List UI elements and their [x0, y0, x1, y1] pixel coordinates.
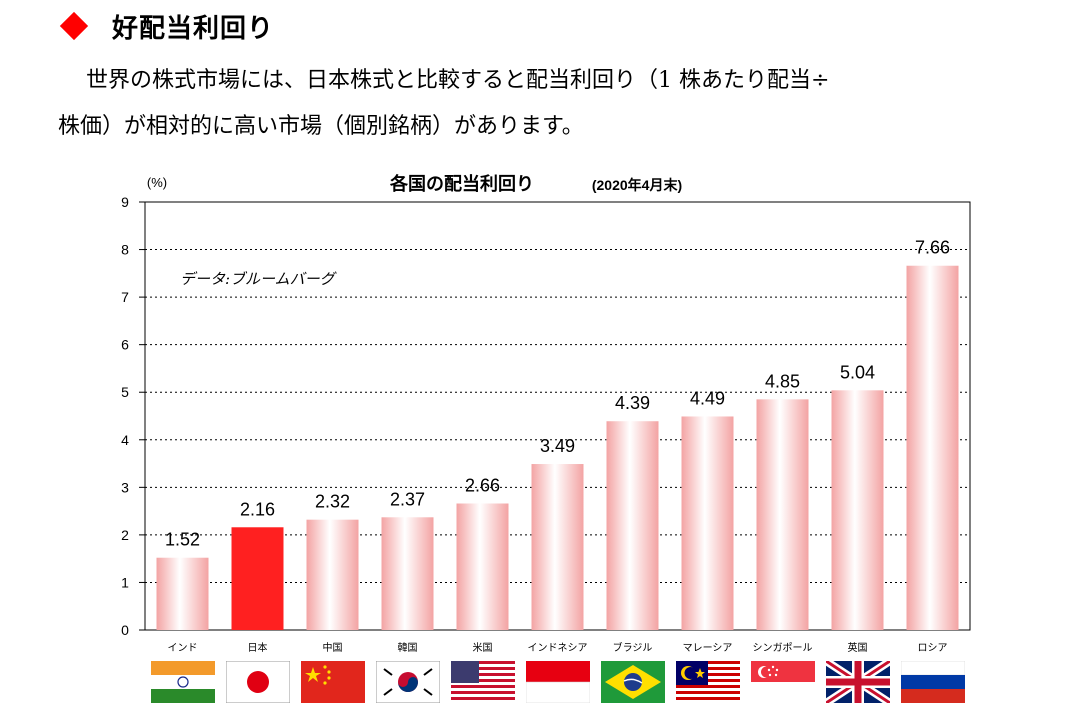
category-label: 韓国 [398, 642, 418, 654]
indonesia-flag-icon [525, 661, 590, 703]
bar-value-label: 5.04 [840, 362, 875, 382]
y-tick-label: 5 [121, 384, 129, 400]
bar [531, 464, 584, 630]
bar-value-label: 4.39 [615, 393, 650, 413]
y-tick-label: 7 [121, 289, 129, 305]
section-heading: 好配当利回り [59, 4, 275, 48]
bar-value-label: 7.66 [915, 238, 950, 258]
bar-value-label: 4.49 [690, 388, 725, 408]
y-tick-label: 9 [121, 194, 129, 210]
bar [456, 503, 509, 630]
intro-paragraph: 世界の株式市場には、日本株式と比較すると配当利回り（1 株あたり配当÷ 株価）が… [58, 58, 1068, 150]
china-flag-icon [300, 661, 365, 703]
uk-flag-icon [825, 661, 890, 703]
brazil-flag-icon [600, 661, 665, 703]
bar-value-label: 2.32 [315, 492, 350, 512]
intro-line-1: 世界の株式市場には、日本株式と比較すると配当利回り（1 株あたり配当÷ [86, 68, 830, 93]
bar [156, 557, 209, 630]
usa-flag-icon [450, 661, 515, 703]
bar-value-label: 4.85 [765, 371, 800, 391]
category-label: 日本 [248, 641, 268, 654]
bar [831, 390, 884, 630]
y-axis-label: (%) [147, 175, 167, 190]
bar [231, 527, 284, 630]
y-tick-label: 8 [121, 242, 129, 258]
y-tick-label: 3 [121, 479, 129, 495]
malaysia-flag-icon [675, 661, 740, 703]
category-label: インド [168, 643, 198, 654]
category-label: シンガポール [753, 642, 813, 654]
source-annotation: データ:ブルームバーグ [180, 270, 338, 288]
y-tick-label: 2 [121, 527, 129, 543]
bar-value-label: 3.49 [540, 436, 575, 456]
category-label: 米国 [473, 641, 493, 654]
korea-flag-icon [375, 661, 440, 703]
y-tick-label: 0 [121, 622, 129, 638]
chart-title: 各国の配当利回り [389, 173, 534, 194]
bar [306, 519, 359, 630]
y-tick-label: 1 [121, 574, 129, 590]
bar-value-label: 1.52 [165, 530, 200, 550]
category-label: 英国 [848, 641, 868, 654]
russia-flag-icon [900, 661, 965, 703]
bar [906, 265, 959, 630]
y-tick-label: 6 [121, 337, 129, 353]
india-flag-icon [150, 661, 215, 703]
japan-flag-icon [225, 661, 290, 703]
bar [681, 416, 734, 630]
bar [606, 421, 659, 630]
section-title: 好配当利回り [112, 13, 275, 44]
category-label: インドネシア [528, 642, 588, 654]
category-label: 中国 [323, 641, 343, 654]
bar [381, 517, 434, 630]
category-label: マレーシア [683, 643, 733, 654]
category-label: ブラジル [613, 641, 653, 654]
bar-value-label: 2.16 [240, 499, 275, 519]
bar [756, 399, 809, 630]
intro-line-2: 株価）が相対的に高い市場（個別銘柄）があります。 [58, 114, 584, 139]
bar-value-label: 2.37 [390, 489, 425, 509]
singapore-flag-icon [750, 661, 815, 703]
category-label: ロシア [918, 643, 948, 654]
chart-title-note: (2020年4月末) [592, 177, 682, 193]
bar-value-label: 2.66 [465, 476, 500, 496]
y-tick-label: 4 [121, 432, 129, 448]
